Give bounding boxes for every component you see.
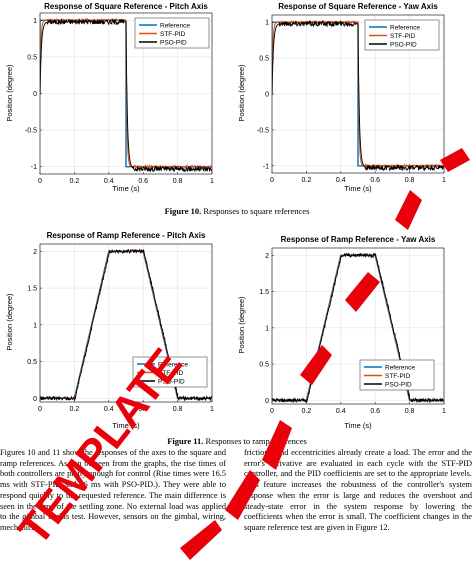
y-tick-label: 1.5 [259, 289, 269, 296]
x-axis-label: Time (s) [112, 421, 140, 430]
y-axis-label: Position (degree) [5, 64, 14, 122]
figure-11-caption: Figure 11. Responses to ramp references [0, 436, 474, 446]
y-tick-label: 1 [265, 20, 269, 27]
figure-area: 0 0.2 0.4 0.6 0.8 1 -1 -0.5 0 0.5 1 Response of Squ… [5, 2, 446, 430]
series-group [272, 252, 444, 404]
x-tick-label: 0.2 [70, 406, 80, 413]
x-tick-label: 1 [210, 406, 214, 413]
legend-entry: STF-PID [385, 373, 411, 380]
y-tick-label: 1 [265, 325, 269, 332]
axes-box [39, 243, 213, 403]
series-stf-pid-line [272, 19, 444, 169]
x-tick-label: 0.6 [370, 177, 380, 184]
body-text-right-column: frictions, and eccentricities already cr… [244, 448, 472, 532]
legend-entry: Reference [390, 24, 420, 31]
x-tick-label: 0.4 [336, 408, 346, 415]
chart-yaw-square: 0 0.2 0.4 0.6 0.8 1 -1 -0.5 0 0.5 1 Response of Squ… [237, 2, 446, 193]
x-tick-label: 0 [38, 178, 42, 185]
y-tick-label: -0.5 [25, 128, 37, 135]
x-tick-label: 0.6 [138, 178, 148, 185]
chart-title: Response of Ramp Reference - Yaw Axis [281, 235, 436, 244]
chart-yaw-ramp: 0 0.2 0.4 0.6 0.8 1 0 0.5 1 1.5 2 Response of Ramp … [237, 235, 446, 430]
y-tick-label: 0.5 [27, 359, 37, 366]
legend-entry: STF-PID [160, 31, 186, 38]
x-tick-label: 1 [442, 408, 446, 415]
figure-11-label: Figure 11. [167, 436, 204, 446]
x-tick-label: 0.6 [138, 406, 148, 413]
figure-10-label: Figure 10. [164, 206, 202, 216]
x-tick-label: 0 [270, 408, 274, 415]
chart-title: Response of Square Reference - Pitch Axi… [44, 2, 208, 11]
x-tick-label: 0.8 [173, 178, 183, 185]
y-tick-label: 0 [33, 91, 37, 98]
x-tick-label: 0.8 [405, 177, 415, 184]
y-tick-label: -1 [31, 164, 37, 171]
chart-title: Response of Square Reference - Yaw Axis [278, 2, 438, 11]
legend-entry: PSO-PID [158, 378, 185, 385]
x-tick-label: 0.8 [173, 406, 183, 413]
series-pso-pid-line [272, 19, 444, 172]
y-tick-label: 1 [33, 322, 37, 329]
x-tick-label: 1 [210, 178, 214, 185]
x-axis-label: Time (s) [112, 184, 140, 193]
legend-entry: Reference [160, 22, 190, 29]
y-tick-label: 0 [33, 396, 37, 403]
chart-pitch-ramp: 0 0.2 0.4 0.6 0.8 1 0 0.5 1 1.5 2 Response of Ramp … [5, 231, 214, 430]
x-tick-label: 0.4 [336, 177, 346, 184]
figure-10-caption: Figure 10. Responses to square reference… [0, 206, 474, 216]
x-tick-label: 0.8 [405, 408, 415, 415]
x-tick-label: 0.6 [370, 408, 380, 415]
y-axis-label: Position (degree) [237, 64, 246, 122]
y-tick-label: -0.5 [257, 127, 269, 134]
y-tick-label: 2 [265, 253, 269, 260]
x-tick-label: 0.2 [302, 177, 312, 184]
y-tick-label: 0 [265, 398, 269, 405]
x-tick-label: 1 [442, 177, 446, 184]
series-pso-pid-line [40, 248, 212, 402]
y-tick-label: 0.5 [27, 54, 37, 61]
y-tick-label: 0.5 [259, 362, 269, 369]
series-pso-pid-line [272, 252, 444, 404]
x-tick-label: 0.4 [104, 406, 114, 413]
y-tick-label: 2 [33, 249, 37, 256]
x-axis-label: Time (s) [344, 184, 372, 193]
series-pso-pid-line [40, 17, 212, 173]
legend-entry: Reference [158, 361, 188, 368]
y-tick-label: -1 [263, 163, 269, 170]
y-axis-label: Position (degree) [237, 296, 246, 354]
y-axis-label: Position (degree) [5, 293, 14, 351]
chart-title: Response of Ramp Reference - Pitch Axis [47, 231, 206, 240]
legend-entry: PSO-PID [385, 381, 412, 388]
y-tick-label: 0.5 [259, 56, 269, 63]
legend-entry: STF-PID [158, 370, 184, 377]
body-text-left-column: Figures 10 and 11 show the responses of … [0, 448, 226, 532]
y-tick-label: 1.5 [27, 286, 37, 293]
x-tick-label: 0 [270, 177, 274, 184]
legend-entry: PSO-PID [390, 41, 417, 48]
series-group [40, 248, 212, 402]
x-axis-label: Time (s) [344, 421, 372, 430]
legend-entry: Reference [385, 364, 415, 371]
legend-entry: STF-PID [390, 33, 416, 40]
chart-pitch-square: 0 0.2 0.4 0.6 0.8 1 -1 -0.5 0 0.5 1 Response of Squ… [5, 2, 214, 193]
x-tick-label: 0 [38, 406, 42, 413]
axes-box [271, 247, 445, 405]
figure-11-text: Responses to ramp references [203, 436, 307, 446]
figure-10-text: Responses to square references [201, 206, 310, 216]
x-tick-label: 0.4 [104, 178, 114, 185]
y-tick-label: 0 [265, 92, 269, 99]
series-group [272, 19, 444, 172]
x-tick-label: 0.2 [70, 178, 80, 185]
y-tick-label: 1 [33, 18, 37, 25]
series-group [40, 17, 212, 173]
x-tick-label: 0.2 [302, 408, 312, 415]
legend-entry: PSO-PID [160, 39, 187, 46]
